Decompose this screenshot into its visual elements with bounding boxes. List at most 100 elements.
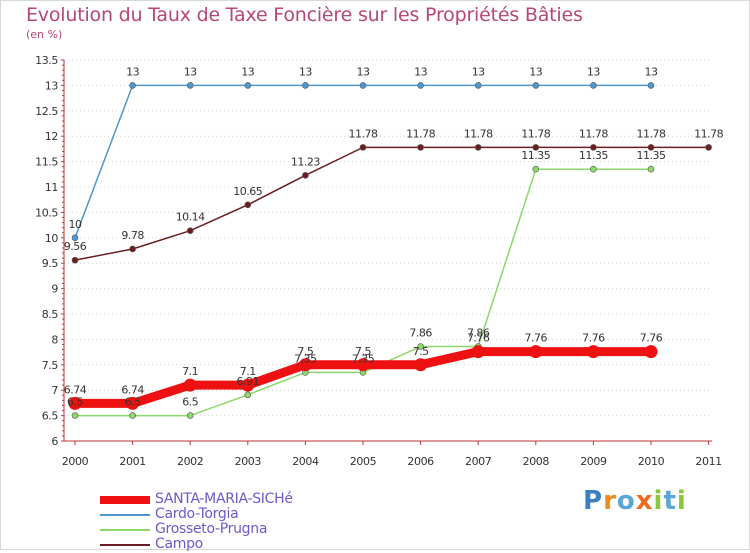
data-point <box>586 345 600 359</box>
data-point <box>126 396 140 410</box>
y-tick-label: 7.5 <box>42 359 59 372</box>
x-tick-label: 2004 <box>292 455 319 468</box>
x-tick-label: 2008 <box>523 455 550 468</box>
data-point <box>186 412 194 419</box>
data-point <box>186 82 194 89</box>
data-point <box>359 82 367 89</box>
x-tick-label: 2010 <box>638 455 665 468</box>
y-tick-label: 13 <box>45 79 59 92</box>
data-label: 7.5 <box>413 345 429 358</box>
data-label: 6.5 <box>125 396 141 409</box>
y-tick-label: 6.5 <box>42 410 59 423</box>
x-tick-label: 2003 <box>235 455 262 468</box>
data-point <box>359 144 367 151</box>
data-label: 7.76 <box>525 332 548 345</box>
data-point <box>590 144 597 151</box>
series-line-grosseto-prugna <box>74 168 652 417</box>
chart-title: Evolution du Taux de Taxe Foncière sur l… <box>26 4 583 26</box>
data-label: 11.78 <box>349 127 378 140</box>
data-label: 11.35 <box>579 149 608 162</box>
data-point <box>68 396 82 410</box>
legend-label: Cardo-Torgia <box>155 506 239 522</box>
data-label: 6.5 <box>67 396 83 409</box>
data-label: 7.35 <box>352 352 375 365</box>
data-label: 7.1 <box>182 365 198 378</box>
data-label: 6.5 <box>182 396 198 409</box>
data-point <box>183 378 197 392</box>
data-label: 10 <box>69 218 82 231</box>
logo-letter: t <box>663 486 677 516</box>
x-tick-label: 2006 <box>407 455 434 468</box>
data-point <box>129 245 136 253</box>
data-label: 10.65 <box>233 185 262 198</box>
data-point <box>532 82 540 89</box>
y-tick-label: 9.5 <box>42 257 59 270</box>
legend-swatch <box>100 496 150 504</box>
data-label: 6.74 <box>121 383 144 396</box>
data-label: 7.5 <box>355 345 371 358</box>
legend-swatch <box>100 529 150 531</box>
data-label: 13 <box>414 65 427 78</box>
data-label: 6.74 <box>64 383 87 396</box>
data-point <box>471 345 485 359</box>
data-point <box>417 82 424 89</box>
data-label: 11.78 <box>637 127 666 140</box>
logo-letter: P <box>583 486 604 516</box>
data-label: 7.86 <box>467 327 490 340</box>
data-label: 7.1 <box>240 365 256 378</box>
y-tick-label: 9 <box>51 283 58 296</box>
y-tick-label: 7 <box>51 384 58 397</box>
data-label: 13 <box>299 65 312 78</box>
y-tick-label: 12 <box>45 130 58 143</box>
data-point <box>644 345 658 359</box>
x-tick-label: 2001 <box>119 455 145 468</box>
data-label: 7.76 <box>640 332 663 345</box>
legend-label: Campo <box>155 536 203 552</box>
data-label-layer: 9.56 9.78 10.14 10.65 11.23 11.78 11.78 11.78 11… <box>64 65 724 408</box>
data-label: 13 <box>184 65 197 78</box>
data-label: 7.76 <box>582 332 605 345</box>
data-label: 7.76 <box>467 332 490 345</box>
data-label: 11.35 <box>637 149 666 162</box>
y-tick-label: 11.5 <box>35 156 58 169</box>
y-tick-label: 8 <box>51 333 58 346</box>
data-point <box>532 144 540 151</box>
data-point <box>298 358 312 372</box>
y-tick-label: 11 <box>45 181 58 194</box>
data-label: 11.78 <box>464 127 493 140</box>
x-tick-label: 2002 <box>177 455 203 468</box>
data-label: 11.35 <box>521 149 550 162</box>
x-tick-label: 2009 <box>580 455 607 468</box>
data-label: 11.78 <box>579 127 608 140</box>
data-label: 7.5 <box>297 345 313 358</box>
data-point <box>244 82 252 89</box>
y-tick-label: 12.5 <box>35 105 58 118</box>
data-point <box>241 378 255 392</box>
logo-letter: i <box>676 486 687 516</box>
data-point <box>414 358 428 372</box>
y-tick-label: 6 <box>51 435 58 448</box>
chart-axes: 6 6.5 7 7.5 8 8.5 9 9.5 10 10.5 11 11.5 12 12.5 13 13.5… <box>35 54 722 468</box>
data-label: 9.56 <box>64 240 87 253</box>
x-tick-label: 2000 <box>62 455 89 468</box>
x-tick-label: 2007 <box>465 455 492 468</box>
data-point <box>71 256 79 264</box>
data-point <box>705 144 712 151</box>
data-label: 13 <box>645 65 658 78</box>
data-point <box>590 165 597 173</box>
data-point <box>532 165 540 173</box>
y-tick-label: 10.5 <box>35 206 58 219</box>
legend-label: Grosseto-Prugna <box>155 521 268 537</box>
logo-letter: i <box>653 486 664 516</box>
data-point <box>356 358 370 372</box>
legend-swatch <box>100 544 150 546</box>
data-point <box>244 201 252 209</box>
data-label: 13 <box>241 65 254 78</box>
data-label: 10.14 <box>176 211 205 224</box>
data-point <box>129 82 136 89</box>
data-label: 11.78 <box>694 127 723 140</box>
data-point <box>71 412 79 419</box>
proxiti-logo: Proxiti <box>583 486 687 516</box>
data-point <box>647 165 655 173</box>
data-point <box>417 343 424 350</box>
